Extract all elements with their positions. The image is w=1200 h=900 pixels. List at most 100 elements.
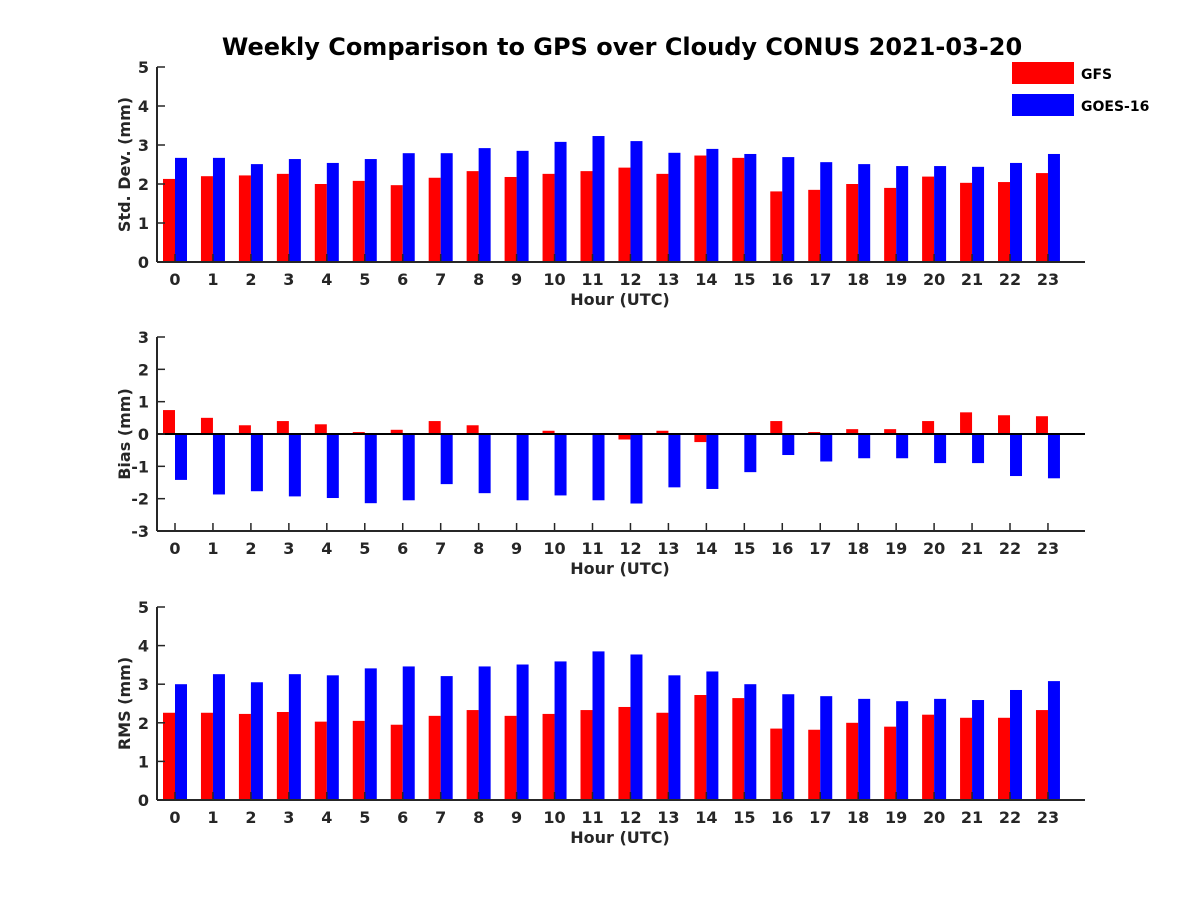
bias-x-tick-label: 16 [771, 539, 793, 558]
std-dev-bar-goes16-5 [364, 159, 377, 262]
std-dev-bar-gfs-8 [466, 171, 479, 262]
rms-bar-gfs-9 [504, 715, 517, 800]
std-dev-y-tick-label: 4 [138, 97, 149, 116]
rms-bar-gfs-5 [352, 720, 365, 800]
rms-bar-goes16-0 [175, 684, 187, 800]
std-dev-bar-gfs-21 [960, 182, 973, 262]
rms-x-tick-label: 11 [581, 808, 603, 827]
rms-bar-gfs-2 [238, 713, 251, 800]
bias-bar-goes16-3 [288, 434, 301, 497]
bias-bar-gfs-23 [1035, 416, 1048, 434]
rms-y-axis-label: RMS (mm) [115, 657, 134, 750]
bias-y-axis-label: Bias (mm) [115, 388, 134, 480]
legend: GFS GOES-16 [1012, 62, 1149, 116]
std-dev-bar-gfs-5 [352, 180, 365, 262]
bias-bar-gfs-14 [694, 434, 707, 443]
std-dev-bar-gfs-17 [808, 189, 821, 262]
rms-x-tick-label: 4 [321, 808, 332, 827]
rms-y-tick-label: 5 [138, 598, 149, 617]
rms-bar-goes16-2 [250, 682, 263, 800]
rms-bar-goes16-11 [592, 651, 605, 800]
rms-bar-gfs-7 [428, 715, 441, 800]
bias-bar-gfs-3 [276, 421, 289, 434]
rms-x-tick-label: 18 [847, 808, 869, 827]
rms-bar-goes16-23 [1047, 681, 1060, 800]
std-dev-bar-goes16-18 [858, 164, 871, 262]
bias-y-tick-label: -2 [131, 490, 149, 509]
rms-y-tick-label: 4 [138, 637, 149, 656]
rms-bar-gfs-15 [732, 698, 745, 800]
rms-bar-goes16-19 [896, 701, 909, 800]
std-dev-bar-gfs-13 [656, 173, 669, 262]
bias-x-tick-label: 19 [885, 539, 907, 558]
rms-bar-goes16-13 [668, 675, 681, 800]
std-dev-bar-goes16-0 [175, 157, 187, 262]
rms-x-tick-label: 5 [359, 808, 370, 827]
bias-bar-gfs-1 [200, 417, 213, 434]
bias-x-tick-label: 6 [397, 539, 408, 558]
std-dev-x-tick-label: 13 [657, 270, 679, 289]
std-dev-x-tick-label: 12 [619, 270, 641, 289]
std-dev-bar-goes16-7 [440, 153, 453, 262]
std-dev-bar-goes16-22 [1010, 162, 1023, 262]
rms-x-tick-label: 1 [207, 808, 218, 827]
bias-x-tick-label: 13 [657, 539, 679, 558]
bias-bar-goes16-17 [820, 434, 833, 462]
std-dev-bar-goes16-20 [934, 166, 947, 262]
rms-bar-goes16-22 [1010, 689, 1023, 800]
rms-bar-goes16-16 [782, 694, 795, 800]
rms-x-tick-label: 21 [961, 808, 983, 827]
std-dev-x-tick-label: 16 [771, 270, 793, 289]
bias-x-tick-label: 7 [435, 539, 446, 558]
bias-x-tick-label: 3 [283, 539, 294, 558]
rms-y-tick-label: 1 [138, 752, 149, 771]
rms-x-tick-label: 7 [435, 808, 446, 827]
rms-bar-gfs-21 [960, 717, 973, 800]
std-dev-bar-goes16-9 [516, 150, 529, 262]
std-dev-bar-gfs-22 [998, 182, 1011, 262]
std-dev-bar-gfs-23 [1035, 173, 1048, 262]
std-dev-x-tick-label: 19 [885, 270, 907, 289]
rms-x-tick-label: 10 [543, 808, 565, 827]
bias-x-tick-label: 12 [619, 539, 641, 558]
rms-bar-goes16-18 [858, 698, 871, 800]
bias-bar-goes16-14 [706, 434, 719, 489]
bias-bar-goes16-9 [516, 434, 529, 501]
bias-x-tick-label: 5 [359, 539, 370, 558]
rms-bar-gfs-4 [314, 721, 327, 800]
std-dev-y-tick-label: 1 [138, 214, 149, 233]
rms-bar-goes16-15 [744, 684, 757, 800]
std-dev-bar-gfs-18 [846, 184, 859, 262]
chart-title: Weekly Comparison to GPS over Cloudy CON… [222, 33, 1022, 61]
rms-x-tick-label: 19 [885, 808, 907, 827]
std-dev-bar-goes16-11 [592, 136, 605, 262]
rms-bar-gfs-11 [580, 710, 593, 800]
std-dev-bar-gfs-3 [276, 173, 289, 262]
bias-y-tick-label: 3 [138, 328, 149, 347]
rms-bar-gfs-8 [466, 710, 479, 800]
std-dev-bar-gfs-9 [504, 176, 517, 262]
bias-bar-gfs-8 [466, 425, 479, 434]
rms-x-tick-label: 14 [695, 808, 717, 827]
bias-bar-gfs-7 [428, 421, 441, 434]
bias-bar-gfs-19 [884, 429, 897, 434]
std-dev-x-tick-label: 1 [207, 270, 218, 289]
bias-bar-goes16-16 [782, 434, 795, 456]
rms-bar-goes16-9 [516, 664, 529, 800]
bias-x-tick-label: 17 [809, 539, 831, 558]
rms-bar-gfs-13 [656, 712, 669, 800]
bias-x-tick-label: 18 [847, 539, 869, 558]
std-dev-bar-goes16-15 [744, 153, 757, 262]
rms-x-tick-label: 13 [657, 808, 679, 827]
legend-label-goes16: GOES-16 [1081, 99, 1149, 115]
std-dev-x-tick-label: 23 [1037, 270, 1059, 289]
bias-bar-goes16-1 [212, 434, 225, 495]
std-dev-bar-gfs-10 [542, 173, 555, 262]
rms-bar-goes16-7 [440, 676, 453, 800]
std-dev-x-tick-label: 0 [169, 270, 180, 289]
bias-bar-gfs-20 [922, 421, 935, 434]
bias-bar-goes16-22 [1010, 434, 1023, 477]
bias-bar-goes16-0 [175, 434, 187, 480]
std-dev-bar-goes16-13 [668, 152, 681, 262]
